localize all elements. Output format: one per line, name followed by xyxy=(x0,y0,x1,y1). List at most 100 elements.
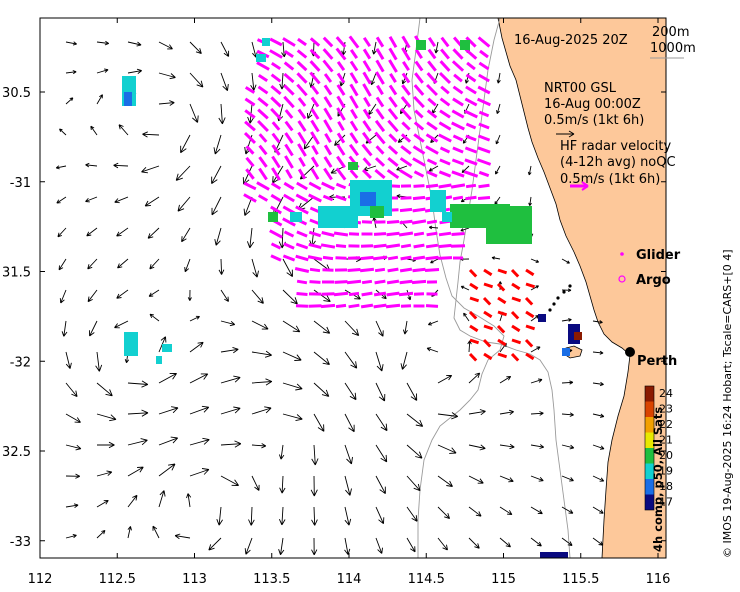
model-arrow xyxy=(189,72,204,88)
model-arrow xyxy=(213,134,222,155)
radar-arrow xyxy=(424,268,440,272)
model-arrow xyxy=(95,351,103,372)
glider-point xyxy=(552,302,556,306)
radar-arrow xyxy=(439,158,451,166)
radar-arrow xyxy=(452,85,464,95)
radar-arrow xyxy=(297,143,307,157)
radar-arrow xyxy=(297,131,307,145)
radar-arrow xyxy=(439,109,451,119)
model-arrow xyxy=(561,506,574,514)
radar-arrow xyxy=(465,85,477,95)
radar-arrow xyxy=(361,279,373,285)
radar-arrow xyxy=(438,231,452,237)
radar-arrow xyxy=(452,97,464,107)
model-arrow xyxy=(96,470,113,477)
radar-arrow xyxy=(296,60,308,72)
radar-scale-arrow xyxy=(570,181,589,191)
radar-arrow xyxy=(400,255,412,261)
radar-arrow xyxy=(387,255,399,261)
sst-patch xyxy=(124,92,132,106)
radar-arrow xyxy=(465,73,477,83)
radar-arrow xyxy=(323,96,333,108)
model-arrow xyxy=(90,125,98,136)
radar-arrow-nearshore xyxy=(496,282,506,292)
model-arrow xyxy=(251,289,264,304)
radar-arrow xyxy=(440,85,450,95)
radar-arrow xyxy=(464,109,478,119)
radar-arrow xyxy=(336,107,346,121)
radar-arrow-nearshore xyxy=(525,352,535,361)
radar-arrow xyxy=(284,120,294,132)
radar-arrow-nearshore xyxy=(497,296,507,305)
radar-arrow xyxy=(336,95,346,109)
radar-arrow xyxy=(282,217,296,227)
radar-arrow xyxy=(296,230,308,238)
radar-arrow xyxy=(375,71,385,85)
radar-arrow xyxy=(362,120,372,132)
radar-arrow xyxy=(411,279,427,285)
radar-arrow xyxy=(375,145,385,155)
radar-arrow xyxy=(297,120,307,132)
radar-arrow xyxy=(245,156,255,168)
model-arrow xyxy=(530,537,542,547)
radar-arrow xyxy=(336,144,346,156)
radar-arrow xyxy=(336,132,346,144)
model-arrow xyxy=(220,41,230,57)
perth-marker xyxy=(625,347,635,357)
model-legend-line1: NRT00 GSL xyxy=(544,81,617,96)
radar-arrow xyxy=(399,169,413,179)
model-arrow xyxy=(61,320,68,337)
radar-arrow xyxy=(308,230,322,238)
radar-arrow xyxy=(336,61,346,71)
model-arrow xyxy=(428,165,439,172)
model-arrow xyxy=(375,413,388,432)
radar-arrow xyxy=(451,170,465,178)
model-arrow xyxy=(375,351,384,372)
radar-arrow xyxy=(309,37,321,47)
model-arrow xyxy=(96,382,113,397)
radar-arrow xyxy=(426,72,438,84)
model-arrow xyxy=(220,375,241,384)
radar-arrow xyxy=(374,168,386,180)
model-arrow xyxy=(282,351,302,361)
model-arrow xyxy=(211,165,222,184)
radar-arrow xyxy=(296,83,308,97)
model-arrow xyxy=(116,227,129,237)
model-arrow xyxy=(311,537,318,556)
model-arrow xyxy=(495,134,501,145)
radar-arrow xyxy=(412,207,426,213)
model-arrow xyxy=(437,412,459,420)
radar-arrow xyxy=(477,146,491,154)
radar-arrow xyxy=(309,71,321,85)
radar-arrow xyxy=(386,231,400,237)
model-arrow xyxy=(344,382,357,401)
radar-arrow xyxy=(413,133,425,143)
sst-patch xyxy=(162,344,172,352)
model-arrow xyxy=(251,378,273,386)
radar-arrow-nearshore xyxy=(482,338,492,348)
model-arrow xyxy=(220,475,239,486)
radar-arrow xyxy=(425,145,439,155)
sst-patch xyxy=(460,40,470,50)
radar-arrow-nearshore xyxy=(483,324,494,331)
model-arrow xyxy=(499,506,513,516)
model-arrow xyxy=(592,475,605,482)
model-arrow xyxy=(561,537,573,546)
radar-arrow xyxy=(440,48,450,60)
radar-arrow xyxy=(478,73,490,83)
radar-arrow xyxy=(401,84,411,96)
radar-arrow xyxy=(375,59,385,73)
radar-arrow xyxy=(336,72,346,84)
radar-arrow xyxy=(464,48,478,60)
radar-arrow xyxy=(477,196,491,200)
radar-arrow xyxy=(349,132,359,144)
model-arrow xyxy=(158,436,179,446)
radar-arrow xyxy=(360,255,374,261)
model-arrow xyxy=(251,443,267,449)
model-arrow xyxy=(113,162,129,169)
radar-arrow xyxy=(284,49,294,59)
x-axis: 112 112.5 113 113.5 114 114.5 115 115.5 116 xyxy=(28,18,670,587)
radar-arrow xyxy=(477,134,491,142)
radar-arrow xyxy=(283,61,295,71)
model-arrow xyxy=(310,475,318,497)
